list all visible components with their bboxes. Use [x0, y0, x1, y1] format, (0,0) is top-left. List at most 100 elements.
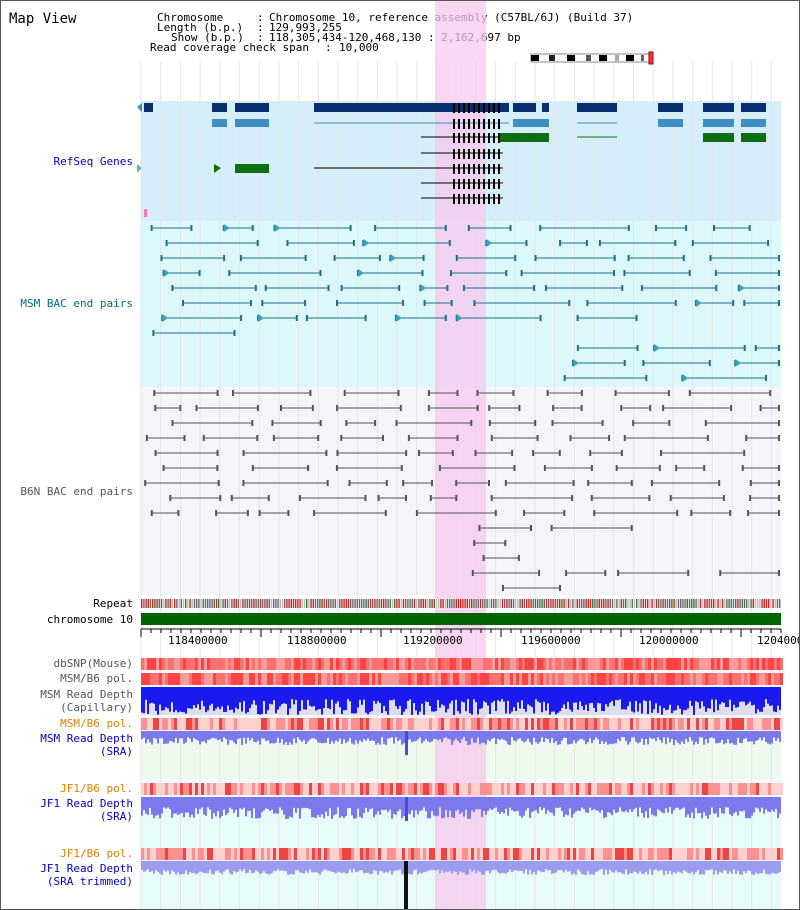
depth-bar: [707, 797, 709, 819]
track-label-jf1-b6-pol-2[interactable]: JF1/B6 pol.: [60, 847, 133, 860]
depth-bar: [495, 687, 497, 711]
heat-cell: [591, 848, 594, 860]
gene-exon-tick: [483, 119, 485, 129]
depth-bar: [447, 861, 449, 872]
heat-cell: [435, 658, 438, 670]
track-label-dbsnp[interactable]: dbSNP(Mouse): [53, 657, 133, 670]
depth-bar: [605, 731, 607, 742]
depth-bar: [713, 731, 715, 739]
depth-bar: [731, 797, 733, 817]
heat-cell: [618, 718, 621, 730]
repeat-mark: [321, 599, 323, 608]
heat-cell: [459, 718, 462, 730]
depth-bar: [421, 861, 423, 874]
gene-exon-tick: [478, 149, 480, 159]
gene-exon-tick: [463, 194, 465, 204]
depth-bar: [383, 797, 385, 811]
track-label-jf1-b6-pol-1[interactable]: JF1/B6 pol.: [60, 782, 133, 795]
track-label-msm-depth-cap-1[interactable]: MSM Read Depth: [40, 688, 133, 701]
length-sep: :: [257, 21, 264, 34]
depth-bar: [529, 731, 531, 743]
heat-cell: [654, 718, 657, 730]
depth-bar: [169, 731, 171, 741]
heat-cell: [744, 718, 747, 730]
heat-cell: [363, 673, 366, 685]
depth-bar: [509, 797, 511, 808]
depth-bar: [425, 687, 427, 702]
heat-cell: [201, 658, 204, 670]
depth-bar: [567, 731, 569, 745]
track-label-msm-bac[interactable]: MSM BAC end pairs: [20, 297, 133, 310]
heat-cell: [537, 848, 540, 860]
depth-bar: [667, 731, 669, 738]
heat-cell: [603, 673, 606, 685]
depth-bar: [413, 731, 415, 742]
depth-bar: [357, 797, 359, 809]
depth-bar: [541, 687, 543, 713]
track-label-b6n-bac[interactable]: B6N BAC end pairs: [20, 485, 133, 498]
depth-bar: [273, 687, 275, 701]
heat-cell: [552, 673, 555, 685]
repeat-mark: [237, 599, 240, 608]
depth-bar: [151, 797, 153, 815]
depth-bar: [475, 861, 477, 873]
track-label-msm-b6-pol-2[interactable]: MSM/B6 pol.: [60, 717, 133, 730]
depth-bar: [345, 797, 347, 816]
depth-bar: [573, 687, 575, 703]
heat-cell: [282, 673, 285, 685]
track-label-refseq[interactable]: RefSeq Genes: [53, 155, 133, 168]
depth-bar: [399, 861, 401, 870]
repeat-mark: [706, 599, 708, 608]
depth-bar: [581, 687, 583, 707]
heat-cell: [699, 658, 702, 670]
heat-cell: [417, 718, 420, 730]
track-label-jf1-depth-sra-1[interactable]: JF1 Read Depth: [40, 797, 133, 810]
depth-bar: [681, 861, 683, 874]
depth-bar: [215, 797, 217, 817]
depth-bar: [189, 797, 191, 818]
repeat-mark: [394, 599, 396, 608]
track-label-msm-b6-pol-1[interactable]: MSM/B6 pol.: [60, 672, 133, 685]
track-label-repeat[interactable]: Repeat: [93, 597, 133, 610]
heat-cell: [300, 783, 303, 795]
depth-bar: [597, 797, 599, 811]
depth-bar: [389, 861, 391, 871]
heat-cell: [462, 783, 465, 795]
coverage-sep: :: [325, 41, 332, 54]
heat-cell: [750, 718, 753, 730]
depth-bar: [777, 797, 779, 819]
depth-bar: [367, 687, 369, 715]
depth-bar: [737, 861, 739, 871]
depth-bar: [593, 731, 595, 740]
heat-cell: [717, 848, 720, 860]
heat-cell: [687, 658, 690, 670]
heat-cell: [636, 658, 639, 670]
depth-bar: [205, 731, 207, 744]
heat-cell: [597, 718, 600, 730]
gene-exon-tick: [498, 119, 500, 129]
repeat-mark: [383, 599, 385, 608]
heat-cell: [780, 658, 783, 670]
heat-cell: [231, 658, 234, 670]
depth-bar: [565, 731, 567, 738]
depth-bar: [299, 861, 301, 873]
repeat-mark: [543, 599, 545, 608]
heat-cell: [285, 658, 288, 670]
depth-bar: [467, 797, 469, 819]
depth-bar: [341, 687, 343, 715]
heat-cell: [258, 718, 261, 730]
heat-cell: [489, 783, 492, 795]
heat-cell: [243, 658, 246, 670]
heat-cell: [690, 658, 693, 670]
heat-cell: [228, 673, 231, 685]
ideogram-band: [599, 55, 607, 61]
heat-cell: [570, 848, 573, 860]
track-label-msm-depth-sra-1[interactable]: MSM Read Depth: [40, 732, 133, 745]
depth-bar: [617, 687, 619, 701]
depth-bar: [683, 687, 685, 710]
heat-cell: [354, 718, 357, 730]
heat-cell: [720, 658, 723, 670]
track-label-jf1-depth-trim-1[interactable]: JF1 Read Depth: [40, 862, 133, 875]
depth-bar: [399, 687, 401, 706]
